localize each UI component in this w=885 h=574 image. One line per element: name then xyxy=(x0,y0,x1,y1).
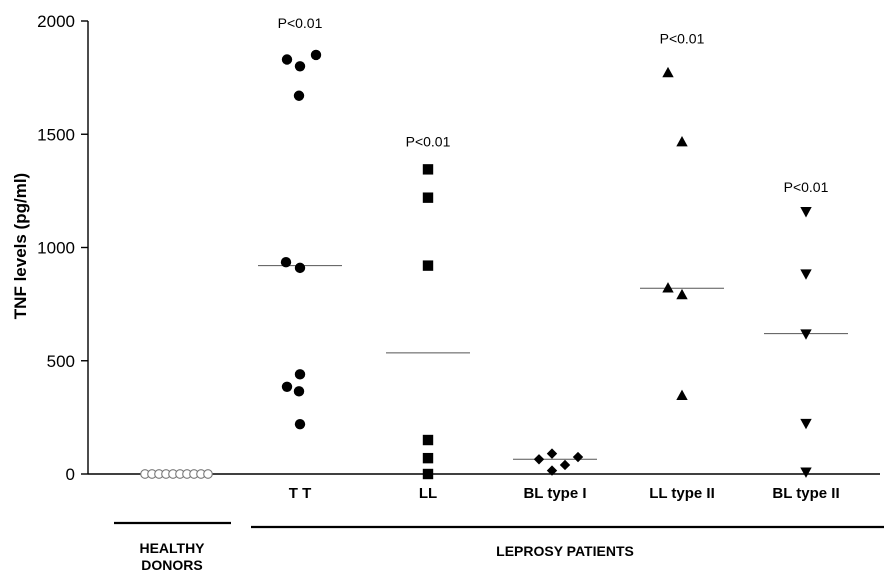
data-point-2-3 xyxy=(422,434,434,446)
data-point-4-1 xyxy=(676,135,688,147)
group-label-line: LEPROSY PATIENTS xyxy=(496,543,634,559)
data-point-1-2 xyxy=(310,49,322,61)
data-point-5-0 xyxy=(800,207,812,218)
y-tick-label: 0 xyxy=(66,465,75,484)
y-tick-label: 1000 xyxy=(37,239,75,258)
data-point-4-4 xyxy=(676,389,688,401)
data-point-2-2 xyxy=(422,260,434,271)
data-point-2-0 xyxy=(422,164,434,175)
category-label: BL type II xyxy=(772,485,839,502)
data-point-0-9 xyxy=(203,469,213,479)
data-point-3-0 xyxy=(533,454,545,465)
category-label: LL xyxy=(419,485,437,502)
data-point-3-3 xyxy=(559,459,571,471)
data-point-5-1 xyxy=(800,269,812,280)
category-label: BL type I xyxy=(523,485,586,502)
data-point-2-4 xyxy=(422,452,434,464)
data-point-2-1 xyxy=(422,192,434,203)
data-point-1-9 xyxy=(294,418,306,430)
p-value-label: P<0.01 xyxy=(278,15,323,31)
p-value-label: P<0.01 xyxy=(784,179,829,195)
data-point-2-5 xyxy=(422,468,434,480)
data-point-1-0 xyxy=(281,54,293,65)
median-lines xyxy=(258,265,848,460)
y-tick-label: 1500 xyxy=(37,125,75,144)
p-value-label: P<0.01 xyxy=(406,134,451,150)
y-tick-label: 2000 xyxy=(37,12,75,31)
category-labels: T T LL BL type I LL type II BL type II xyxy=(289,485,840,502)
y-tick-label: 500 xyxy=(47,352,75,371)
data-point-1-3 xyxy=(293,90,305,101)
data-point-5-4 xyxy=(800,467,812,478)
data-point-4-0 xyxy=(662,66,674,78)
axes: 0 500 1000 1500 2000 xyxy=(37,12,880,484)
y-axis-label: TNF levels (pg/ml) xyxy=(11,173,30,319)
category-label: LL type II xyxy=(649,485,715,502)
data-point-3-2 xyxy=(546,465,558,476)
data-point-5-3 xyxy=(800,418,812,430)
data-point-1-4 xyxy=(280,257,292,268)
data-point-1-5 xyxy=(294,262,306,274)
data-point-3-1 xyxy=(546,448,558,459)
data-point-3-4 xyxy=(572,451,584,463)
data-point-1-8 xyxy=(293,386,305,397)
data-point-1-1 xyxy=(294,61,306,72)
data-point-1-6 xyxy=(294,369,306,380)
data-point-4-2 xyxy=(662,282,674,293)
p-value-annotations: P<0.01 P<0.01 P<0.01 P<0.01 xyxy=(278,15,829,195)
category-label: T T xyxy=(289,485,312,502)
data-points xyxy=(140,49,812,480)
group-label-line: DONORS xyxy=(141,557,202,573)
group-label-line: HEALTHY xyxy=(139,540,205,556)
p-value-label: P<0.01 xyxy=(660,31,705,47)
data-point-4-3 xyxy=(676,288,688,300)
data-point-1-7 xyxy=(281,381,293,392)
data-point-5-2 xyxy=(800,329,812,340)
